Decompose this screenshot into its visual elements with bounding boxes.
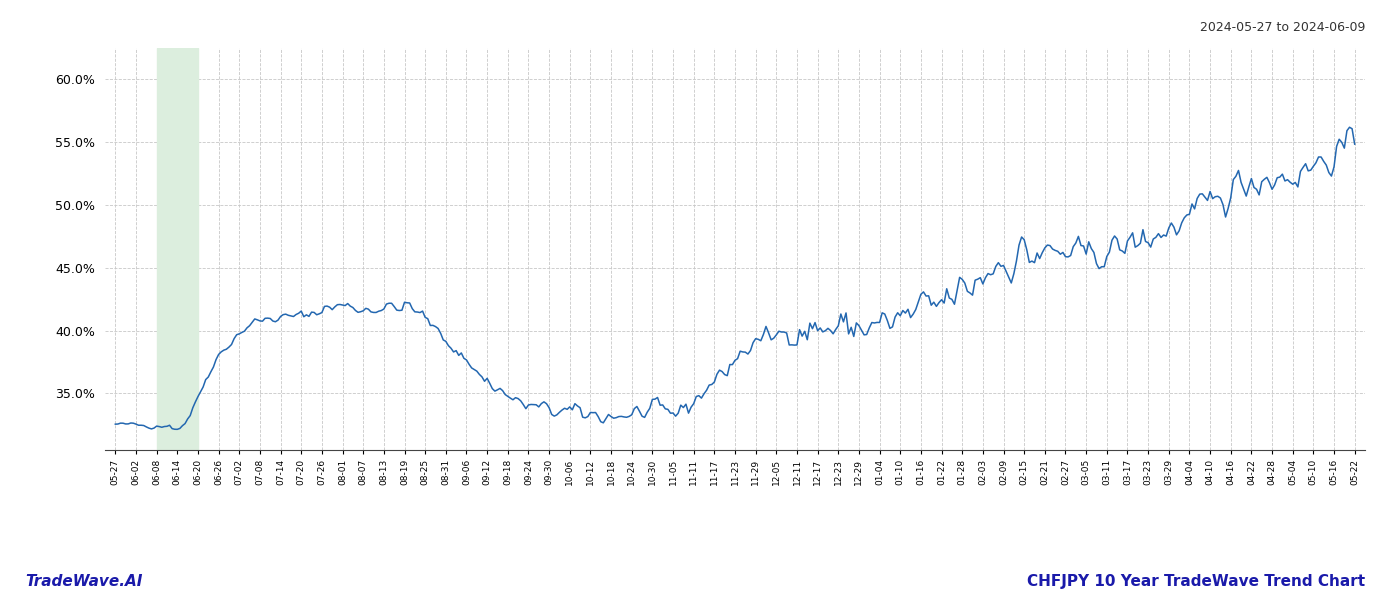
Text: 2024-05-27 to 2024-06-09: 2024-05-27 to 2024-06-09	[1200, 21, 1365, 34]
Text: TradeWave.AI: TradeWave.AI	[25, 574, 143, 589]
Bar	[157, 48, 197, 450]
Text: CHFJPY 10 Year TradeWave Trend Chart: CHFJPY 10 Year TradeWave Trend Chart	[1026, 574, 1365, 589]
